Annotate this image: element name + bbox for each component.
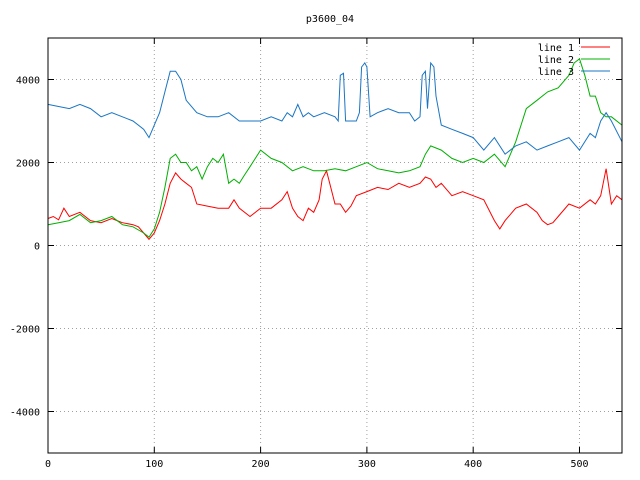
x-tick-label: 0 <box>45 459 51 470</box>
x-tick-label: 500 <box>570 459 588 470</box>
y-tick-label: -4000 <box>10 408 40 419</box>
chart-title: p3600_04 <box>306 14 354 25</box>
series-line <box>47 57 623 238</box>
x-tick-label: 400 <box>464 459 482 470</box>
plot-frame <box>47 37 623 454</box>
x-tick-label: 100 <box>145 459 163 470</box>
y-tick-label: -2000 <box>10 325 40 336</box>
series-line <box>47 61 623 155</box>
legend-label: line 1 <box>538 43 574 54</box>
series-layer <box>47 57 623 241</box>
x-tick-label: 200 <box>252 459 270 470</box>
y-tick-label: 0 <box>34 242 40 253</box>
grid-lines <box>48 38 622 453</box>
axis-ticks: 0 100 200 300 400 500 -4000 -2000 0 2000 4000 <box>10 38 622 470</box>
legend-label: line 2 <box>538 55 574 66</box>
y-tick-label: 2000 <box>16 159 40 170</box>
legend-label: line 3 <box>538 67 574 78</box>
series-line <box>47 168 623 241</box>
x-tick-label: 300 <box>358 459 376 470</box>
y-tick-label: 4000 <box>16 76 40 87</box>
